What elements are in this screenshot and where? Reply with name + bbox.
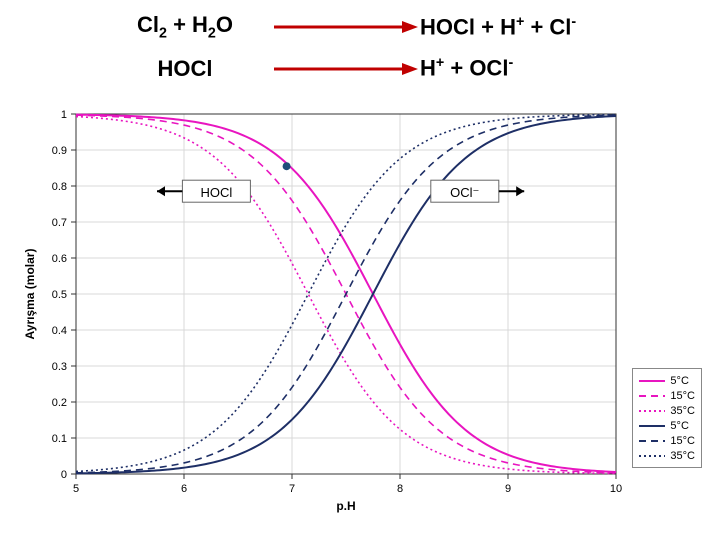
svg-text:0.2: 0.2 — [52, 397, 67, 409]
arrow-icon — [270, 58, 420, 80]
chart-legend: 5°C15°C35°C5°C15°C35°C — [632, 368, 702, 468]
svg-text:1: 1 — [61, 109, 67, 121]
chart-canvas: 5 6 7 8 9 10 0 0.1 0.2 0.3 0.4 0.5 0.6 0.7 0.8 0.9 1 p.H A… — [18, 100, 642, 520]
svg-text:0.7: 0.7 — [52, 217, 67, 229]
equation-row-1: Cl2 + H2O HOCl + H+ + Cl- — [0, 12, 720, 41]
svg-text:0.4: 0.4 — [52, 325, 67, 337]
legend-item: 15°C — [639, 433, 695, 448]
equations-block: Cl2 + H2O HOCl + H+ + Cl- HOCl H+ + OCl- — [0, 6, 720, 96]
svg-text:0.8: 0.8 — [52, 181, 67, 193]
svg-text:OCl⁻: OCl⁻ — [450, 185, 479, 200]
legend-item: 5°C — [639, 373, 695, 388]
svg-text:0.1: 0.1 — [52, 433, 67, 445]
svg-text:0: 0 — [61, 469, 67, 481]
legend-item: 35°C — [639, 448, 695, 463]
dissociation-chart: 5 6 7 8 9 10 0 0.1 0.2 0.3 0.4 0.5 0.6 0.7 0.8 0.9 1 p.H A… — [18, 100, 702, 520]
arrow-icon — [270, 16, 420, 38]
equation-row-2: HOCl H+ + OCl- — [0, 55, 720, 81]
eq2-lhs: HOCl — [100, 56, 270, 82]
svg-text:0.5: 0.5 — [52, 289, 67, 301]
eq1-lhs: Cl2 + H2O — [100, 12, 270, 41]
svg-text:10: 10 — [610, 483, 622, 495]
svg-text:9: 9 — [505, 483, 511, 495]
svg-text:5: 5 — [73, 483, 79, 495]
svg-text:7: 7 — [289, 483, 295, 495]
svg-text:Ayrışma (molar): Ayrışma (molar) — [23, 249, 37, 340]
eq1-rhs: HOCl + H+ + Cl- — [420, 14, 620, 40]
legend-item: 5°C — [639, 418, 695, 433]
svg-text:0.9: 0.9 — [52, 145, 67, 157]
svg-text:0.6: 0.6 — [52, 253, 67, 265]
svg-text:6: 6 — [181, 483, 187, 495]
legend-item: 35°C — [639, 403, 695, 418]
svg-text:HOCl: HOCl — [201, 185, 233, 200]
eq2-rhs: H+ + OCl- — [420, 55, 620, 81]
legend-item: 15°C — [639, 388, 695, 403]
svg-text:8: 8 — [397, 483, 403, 495]
svg-text:p.H: p.H — [336, 499, 355, 513]
svg-text:0.3: 0.3 — [52, 361, 67, 373]
